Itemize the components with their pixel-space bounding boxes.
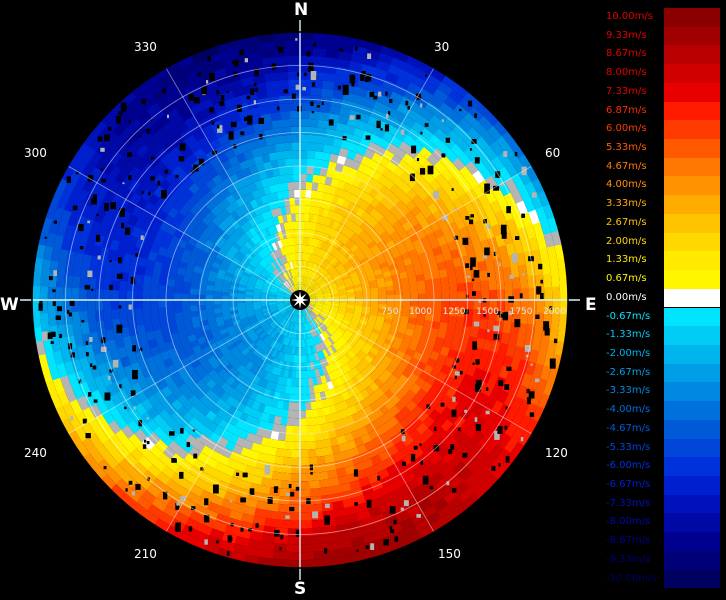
legend-label: -2.00m/s bbox=[606, 347, 651, 359]
range-label: 1000 bbox=[409, 307, 432, 317]
legend-label: 8.67m/s bbox=[606, 48, 647, 60]
legend-swatch bbox=[664, 494, 720, 514]
legend-label: 0.00m/s bbox=[606, 291, 647, 303]
legend-label: 7.33m/s bbox=[606, 85, 647, 97]
legend-label: -4.00m/s bbox=[606, 404, 651, 416]
legend-label: 9.33m/s bbox=[606, 29, 647, 41]
azimuth-label-300: 300 bbox=[24, 146, 47, 160]
legend-label: 6.00m/s bbox=[606, 123, 647, 135]
compass-north-label: N bbox=[294, 0, 309, 20]
legend-label: -2.67m/s bbox=[606, 366, 651, 378]
legend-swatch bbox=[664, 288, 720, 308]
legend-swatch bbox=[664, 457, 720, 476]
range-label: 1750 bbox=[510, 307, 533, 317]
velocity-color-legend: 10.00m/s 9.33m/s 8.67m/s 8.00m/s 7.33m/s 6.87… bbox=[604, 8, 726, 592]
legend-swatch bbox=[664, 45, 720, 65]
legend-label: -6.00m/s bbox=[606, 460, 651, 472]
legend-swatch bbox=[664, 344, 720, 364]
legend-swatch bbox=[664, 213, 720, 233]
legend-label: -9.33m/s bbox=[606, 553, 651, 565]
radar-ppi-view[interactable]: 750 1000 1250 1500 1750 2000 N S E W 30 60 12… bbox=[0, 0, 600, 600]
azimuth-label-30: 30 bbox=[434, 40, 450, 54]
radar-outer-ring bbox=[31, 31, 569, 569]
azimuth-label-240: 240 bbox=[24, 446, 47, 460]
legend-label: 5.33m/s bbox=[606, 142, 647, 154]
legend-label: 3.33m/s bbox=[606, 198, 647, 210]
legend-swatch bbox=[664, 326, 720, 345]
legend-label: -4.67m/s bbox=[606, 422, 651, 434]
legend-label: 4.00m/s bbox=[606, 179, 647, 191]
range-label: 2000 bbox=[543, 307, 566, 317]
compass-east-label: E bbox=[585, 295, 597, 315]
legend-label: -7.33m/s bbox=[606, 497, 651, 509]
azimuth-label-210: 210 bbox=[134, 547, 157, 561]
legend-swatch bbox=[664, 251, 720, 271]
legend-label: 4.67m/s bbox=[606, 160, 647, 172]
legend-swatch bbox=[664, 232, 720, 252]
legend-swatch bbox=[664, 176, 720, 196]
radar-site-icon bbox=[290, 290, 310, 310]
compass-south-label: S bbox=[294, 579, 307, 599]
legend-label: 2.67m/s bbox=[606, 216, 647, 228]
legend-label: 10.00m/s bbox=[606, 11, 653, 22]
legend-swatch bbox=[664, 139, 720, 158]
range-label: 1500 bbox=[476, 307, 499, 317]
legend-label: -10.00m/s bbox=[606, 572, 657, 584]
legend-label: 8.00m/s bbox=[606, 67, 647, 79]
legend-label: 6.87m/s bbox=[606, 104, 647, 116]
legend-swatch bbox=[664, 8, 720, 27]
radar-plot[interactable]: 750 1000 1250 1500 1750 2000 bbox=[0, 0, 600, 600]
legend-label: -8.67m/s bbox=[606, 535, 651, 547]
range-label: 1250 bbox=[443, 307, 466, 317]
compass-west-label: W bbox=[0, 295, 19, 315]
legend-swatch bbox=[664, 82, 720, 102]
azimuth-label-120: 120 bbox=[545, 446, 568, 460]
azimuth-label-330: 330 bbox=[134, 40, 157, 54]
legend-label: -8.00m/s bbox=[606, 516, 651, 528]
legend-swatch bbox=[664, 382, 720, 402]
legend-label: -6.67m/s bbox=[606, 479, 651, 490]
legend-label: 1.33m/s bbox=[606, 254, 647, 266]
legend-swatch bbox=[664, 270, 720, 289]
legend-swatch bbox=[664, 120, 720, 139]
azimuth-spokes bbox=[67, 67, 533, 533]
legend-swatch bbox=[664, 157, 720, 177]
legend-swatch bbox=[664, 26, 720, 46]
legend-swatch bbox=[664, 532, 720, 551]
legend-swatch bbox=[664, 513, 720, 533]
clutter-gates-layer bbox=[38, 38, 558, 556]
legend-swatch bbox=[664, 101, 720, 121]
range-label: 750 bbox=[381, 307, 398, 317]
legend-swatch bbox=[664, 195, 720, 214]
legend-swatch bbox=[664, 401, 720, 420]
legend-swatch bbox=[664, 550, 720, 570]
legend-swatch bbox=[664, 476, 720, 495]
legend-label: -0.67m/s bbox=[606, 310, 651, 322]
legend-label: -5.33m/s bbox=[606, 441, 651, 453]
azimuth-label-60: 60 bbox=[545, 146, 561, 160]
legend-swatch bbox=[664, 419, 720, 439]
azimuth-label-150: 150 bbox=[438, 547, 461, 561]
legend-swatch bbox=[664, 438, 720, 458]
legend-swatch bbox=[664, 64, 720, 83]
legend-label: 0.67m/s bbox=[606, 273, 647, 285]
legend-swatch bbox=[664, 569, 720, 589]
legend-swatch bbox=[664, 307, 720, 327]
legend-swatch bbox=[664, 363, 720, 383]
legend-label: -3.33m/s bbox=[606, 385, 651, 397]
legend-label: 2.00m/s bbox=[606, 235, 647, 247]
legend-label: -1.33m/s bbox=[606, 329, 651, 341]
